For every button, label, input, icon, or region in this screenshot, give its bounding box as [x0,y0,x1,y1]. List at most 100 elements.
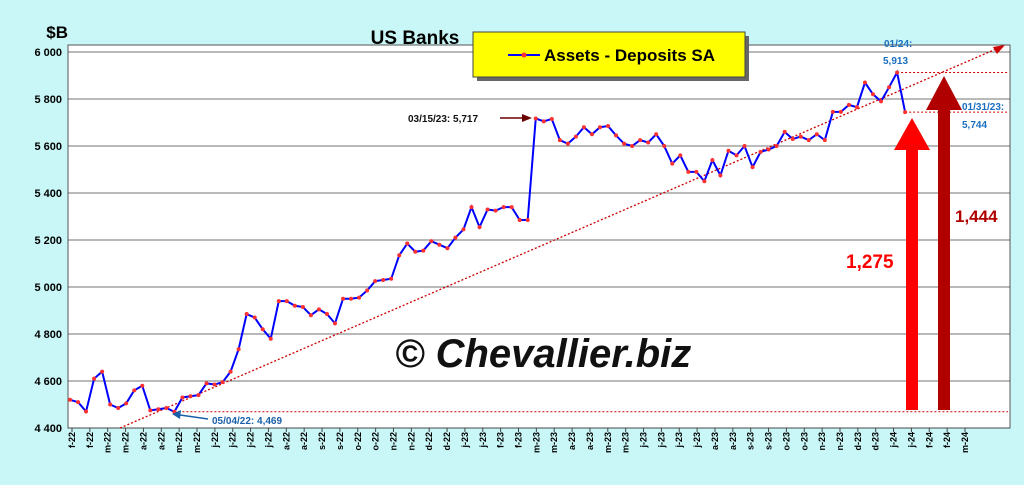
trend [119,45,1005,429]
x-tick-label: a-23 [585,432,595,450]
data-point [565,141,570,146]
data-point [68,397,72,402]
x-tick-label: d-23 [853,432,863,451]
x-tick-label: o-23 [799,432,809,451]
data-point [308,313,313,318]
y-tick-label: 6 000 [34,47,62,59]
x-tick-label: s-23 [746,432,756,450]
data-point [822,138,827,143]
x-tick-label: j-24 [906,432,916,449]
data-point [405,241,410,246]
data-point [453,235,458,240]
data-point [493,208,498,213]
axes: 4 400 4 600 4 800 5 000 5 200 5 400 5 600 5 800… [34,47,970,453]
data-point [694,169,699,174]
data-point [710,158,715,163]
data-point [413,249,418,254]
x-tick-label: j-23 [639,432,649,449]
data-point [268,336,273,341]
data-point [421,248,426,253]
data-point [838,109,843,114]
y-tick-label: 5 800 [34,94,62,106]
data-point [895,70,900,75]
data-point [220,380,225,385]
x-tick-label: s-22 [335,432,345,450]
x-tick-label: j-23 [656,432,666,449]
data-point [124,401,129,406]
data-point [726,148,731,153]
data-point [196,393,201,398]
y-tick-label: 5 200 [34,235,62,247]
x-tick-label: j-23 [692,432,702,449]
annotation: 01/31/23: [962,102,1004,113]
annotation: 5,913 [883,56,908,67]
y-tick-label: 4 600 [34,376,62,388]
data-point [389,276,394,281]
data-point [148,408,153,413]
data-point [758,149,763,154]
trend-arrowhead [993,45,1005,54]
data-point [100,369,105,374]
data-point [116,406,121,411]
data-point [654,132,659,137]
x-tick-label: f-22 [85,432,95,448]
data-point [236,347,241,352]
data-point [622,141,627,146]
data-point [854,105,859,110]
legend: Assets - Deposits SA [472,31,749,81]
data-point [879,99,884,104]
data-point [469,205,474,210]
data-point [461,227,466,232]
x-tick-label: m-24 [960,432,970,453]
x-tick-label: d-23 [871,432,881,451]
data-point [766,147,771,152]
x-tick-label: n-23 [835,432,845,451]
x-tick-label: a-23 [728,432,738,450]
x-tick-label: a-23 [567,432,577,450]
data-point [180,395,185,400]
data-point [381,277,386,282]
data-point [589,132,594,137]
data-point [862,80,867,85]
x-tick-label: m-22 [121,432,131,453]
data-point [606,124,611,129]
x-tick-label: n-22 [406,432,416,451]
data-point [84,409,89,414]
data-point [806,138,811,143]
data-point [670,161,675,166]
data-point [164,406,169,411]
x-tick-label: a-22 [281,432,291,450]
data-point [228,369,233,374]
annotation-arrowhead [522,114,532,122]
data-point [630,144,635,148]
data-point [300,304,305,309]
data-point [276,299,281,304]
y-tick-label: 4 800 [34,329,62,341]
data-point [244,312,249,317]
x-tick-label: f-24 [924,432,934,448]
data-point [76,400,81,405]
data-point [349,296,354,301]
data-point [903,110,908,115]
data-point [284,299,289,304]
data-point [437,242,442,247]
data-point [814,132,819,137]
x-tick-label: d-22 [424,432,434,451]
data-point [373,279,378,284]
x-tick-label: m-23 [621,432,631,453]
data-point [702,179,707,184]
data-point [429,239,434,244]
x-tick-label: j-22 [263,432,273,449]
y-tick-label: 5 000 [34,282,62,294]
data-point [742,144,747,148]
x-tick-label: f-23 [496,432,506,448]
data-point [188,394,193,399]
chart-title: US Banks [371,28,460,49]
legend-label: Assets - Deposits SA [544,46,715,65]
x-tick-label: a-22 [156,432,166,450]
x-tick-label: m-23 [531,432,541,453]
legend-marker [521,52,527,58]
annotation: 01/24: [884,39,912,50]
data-point [646,140,651,145]
